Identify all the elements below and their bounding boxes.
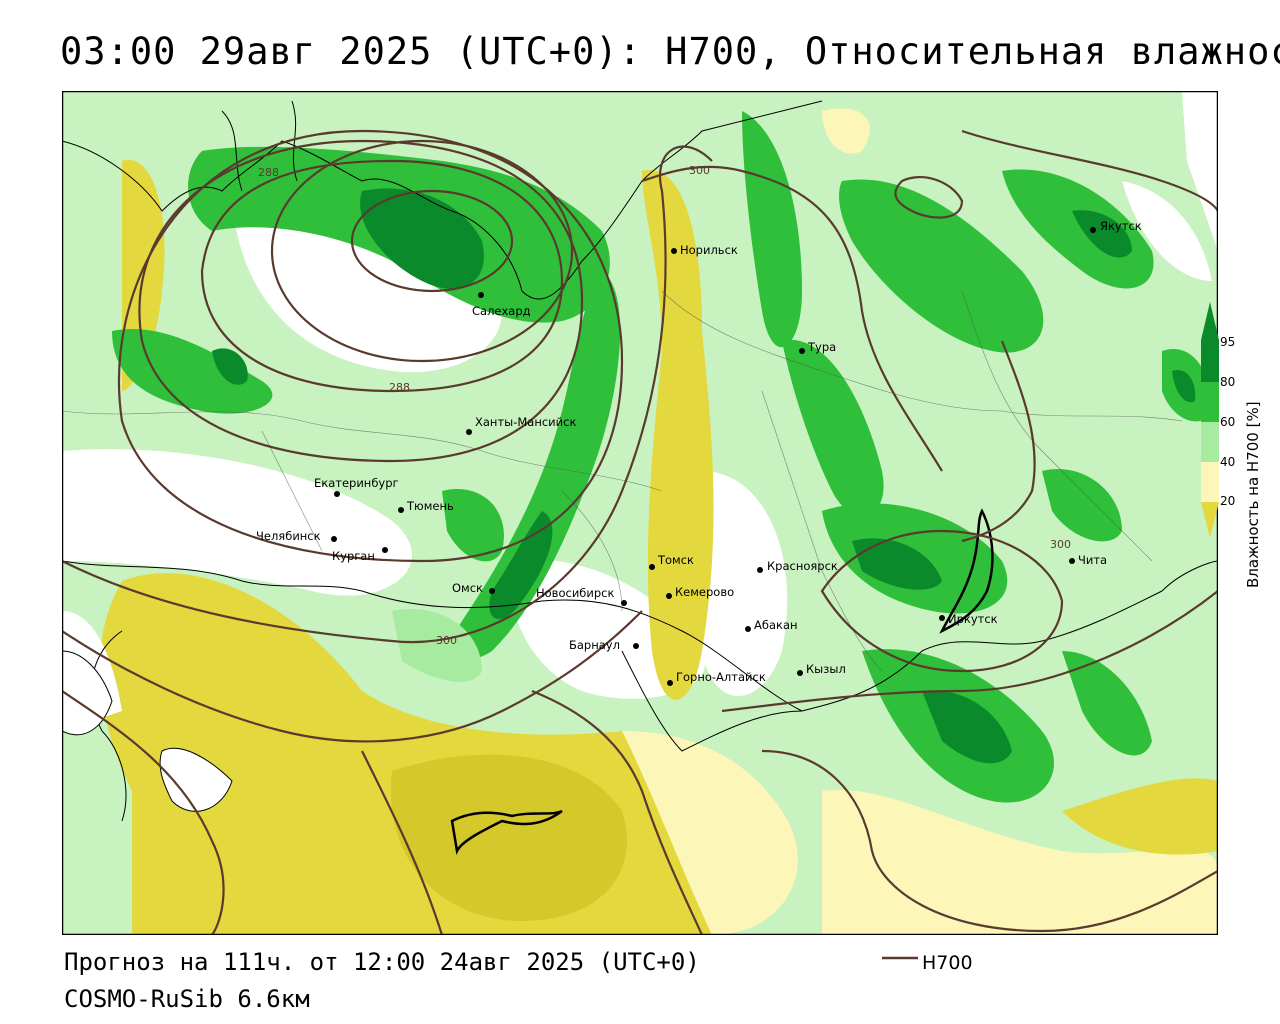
city-irkutsk: Иркутск xyxy=(939,612,998,626)
isoline-labels: 288 288 300 300 300 xyxy=(258,164,1071,647)
svg-text:Норильск: Норильск xyxy=(680,243,738,257)
city-omsk: Омск xyxy=(452,581,495,595)
lake-baikal xyxy=(939,508,994,634)
city-barnaul: Барнаул xyxy=(569,638,639,652)
svg-text:300: 300 xyxy=(689,164,710,177)
svg-text:Курган: Курган xyxy=(332,549,375,563)
colorbar-swatch-0 xyxy=(1201,340,1219,382)
boundaries xyxy=(62,100,1218,822)
city-kemerovo: Кемерово xyxy=(666,585,734,599)
lake-balkhash xyxy=(450,809,563,855)
colorbar-swatch-1 xyxy=(1201,382,1219,422)
city-tomsk: Томск xyxy=(649,553,694,570)
colorbar-tick: 40 xyxy=(1220,455,1236,469)
svg-text:Якутск: Якутск xyxy=(1100,219,1142,233)
city-kyzyl: Кызыл xyxy=(797,662,846,676)
h700-legend-line xyxy=(882,956,918,960)
svg-text:Чита: Чита xyxy=(1078,553,1107,567)
city-gorno-altaysk: Горно-Алтайск xyxy=(667,670,766,686)
colorbar-title: Влажность на H700 [%] xyxy=(1244,401,1262,588)
region-borders xyxy=(62,290,1183,672)
svg-text:Новосибирск: Новосибирск xyxy=(536,586,614,600)
svg-text:Томск: Томск xyxy=(657,553,694,567)
svg-text:Иркутск: Иркутск xyxy=(948,612,998,626)
svg-text:Челябинск: Челябинск xyxy=(256,529,321,543)
city-kurgan: Курган xyxy=(332,547,388,563)
svg-text:Горно-Алтайск: Горно-Алтайск xyxy=(676,670,766,684)
svg-text:288: 288 xyxy=(389,381,410,394)
colorbar xyxy=(1201,302,1219,538)
svg-text:Кемерово: Кемерово xyxy=(675,585,734,599)
svg-text:Абакан: Абакан xyxy=(754,618,798,632)
svg-text:300: 300 xyxy=(436,634,457,647)
colorbar-cap-top xyxy=(1201,302,1219,340)
city-chita: Чита xyxy=(1069,553,1107,567)
city-abakan: Абакан xyxy=(745,618,798,632)
svg-text:Барнаул: Барнаул xyxy=(569,638,620,652)
svg-text:Красноярск: Красноярск xyxy=(767,559,838,573)
svg-text:Тура: Тура xyxy=(807,340,836,354)
forecast-info: Прогноз на 111ч. от 12:00 24авг 2025 (UT… xyxy=(64,948,700,976)
colorbar-tick: 95 xyxy=(1220,335,1236,349)
city-tyumen: Тюмень xyxy=(398,499,454,513)
svg-text:288: 288 xyxy=(258,166,279,179)
colorbar-tick: 20 xyxy=(1220,494,1236,508)
city-yakutsk: Якутск xyxy=(1090,219,1142,233)
svg-text:Кызыл: Кызыл xyxy=(806,662,846,676)
city-khanty-mansiysk: Ханты-Мансийск xyxy=(466,415,576,435)
map-title: 03:00 29авг 2025 (UTC+0): H700, Относите… xyxy=(60,30,1280,73)
city-yekaterinburg: Екатеринбург xyxy=(314,476,399,497)
colorbar-tick: 60 xyxy=(1220,415,1236,429)
humidity-map: 288 288 300 300 300 Норильск Салехард Ту… xyxy=(62,91,1218,935)
colorbar-swatch-2 xyxy=(1201,422,1219,462)
svg-text:Тюмень: Тюмень xyxy=(406,499,454,513)
colorbar-swatch-3 xyxy=(1201,462,1219,502)
colorbar-tick: 80 xyxy=(1220,375,1236,389)
city-norilsk: Норильск xyxy=(671,243,738,257)
city-novosibirsk: Новосибирск xyxy=(536,586,627,606)
humidity-fill xyxy=(62,91,1218,935)
city-markers: Норильск Салехард Тура Якутск Ханты-Манс… xyxy=(256,219,1142,686)
h700-legend-label: H700 xyxy=(922,952,973,974)
city-krasnoyarsk: Красноярск xyxy=(757,559,838,573)
colorbar-cap-bottom xyxy=(1201,502,1219,538)
map-frame xyxy=(62,91,1218,935)
h700-isolines xyxy=(62,129,1218,935)
city-salekhard: Салехард xyxy=(472,292,531,318)
city-tura: Тура xyxy=(799,340,836,354)
city-chelyabinsk: Челябинск xyxy=(256,529,337,543)
svg-text:Екатеринбург: Екатеринбург xyxy=(314,476,399,490)
svg-text:Омск: Омск xyxy=(452,581,483,595)
svg-text:Ханты-Мансийск: Ханты-Мансийск xyxy=(475,415,576,429)
model-name: COSMO-RuSib 6.6км xyxy=(64,985,310,1013)
svg-text:Салехард: Салехард xyxy=(472,304,531,318)
svg-text:300: 300 xyxy=(1050,538,1071,551)
